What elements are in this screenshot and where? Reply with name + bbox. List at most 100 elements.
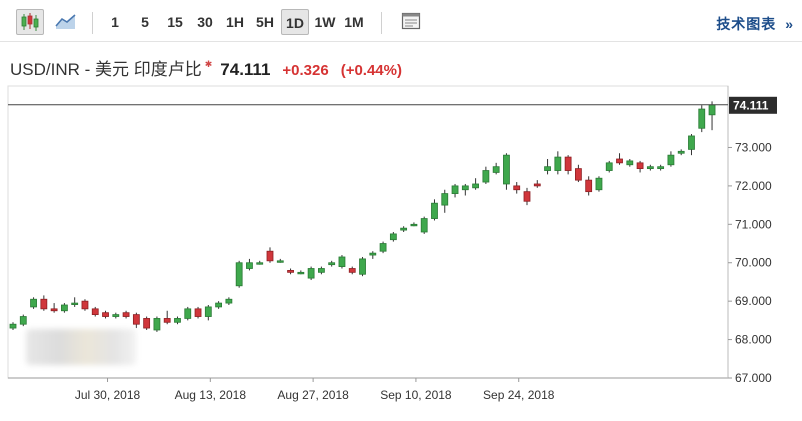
candle: [215, 302, 223, 308]
candle: [389, 233, 397, 241]
candle: [698, 108, 706, 129]
candle: [112, 314, 120, 317]
candle: [40, 298, 48, 310]
candle: [174, 318, 181, 323]
candle: [317, 268, 325, 273]
y-tick-label: 69.000: [735, 294, 772, 308]
star-icon: ✱: [204, 59, 213, 69]
candle: [605, 162, 613, 171]
candle: [359, 258, 366, 275]
candle: [194, 308, 202, 317]
candle: [533, 183, 541, 187]
candle: [472, 183, 480, 189]
y-tick-label: 72.000: [735, 179, 772, 193]
panel-icon[interactable]: [398, 9, 426, 35]
candle: [492, 166, 500, 173]
toolbar-divider: [381, 12, 382, 34]
interval-1m[interactable]: 1M: [344, 14, 364, 30]
chart-toolbar: 1 5 15 30 1H 5H 1D 1W 1M 技术图表 »: [0, 0, 802, 42]
candle: [256, 262, 264, 265]
candle: [554, 156, 562, 171]
interval-1h[interactable]: 1H: [226, 14, 244, 30]
candle: [348, 268, 356, 273]
candle: [225, 298, 233, 304]
last-price: 74.111: [220, 60, 271, 79]
candle: [657, 166, 665, 170]
quote-header: USD/INR - 美元 印度卢比 ✱ 74.111 +0.326 (+0.44%): [10, 55, 402, 81]
candle: [91, 308, 99, 316]
candle: [441, 193, 449, 206]
candle: [276, 260, 284, 263]
candle: [328, 262, 336, 266]
current-price-label: 74.111: [733, 98, 769, 112]
candle: [636, 162, 644, 170]
candle: [585, 179, 593, 193]
candle: [19, 316, 27, 325]
candle: [132, 314, 140, 325]
interval-15[interactable]: 15: [167, 14, 183, 30]
x-tick-label: Sep 24, 2018: [483, 388, 555, 402]
candle: [616, 158, 623, 164]
interval-5h[interactable]: 5H: [256, 14, 274, 30]
candle: [503, 154, 510, 185]
candle: [369, 252, 377, 256]
line-chart-icon[interactable]: [52, 9, 80, 35]
candle: [184, 308, 192, 319]
candle: [626, 160, 634, 166]
candle: [71, 302, 79, 305]
interval-30[interactable]: 30: [197, 14, 213, 30]
toolbar-divider: [92, 12, 93, 34]
double-chevron-right-icon: »: [785, 16, 794, 32]
x-tick-label: Aug 27, 2018: [277, 388, 349, 402]
candle: [307, 268, 315, 279]
candle: [30, 298, 37, 308]
tech-chart-label: 技术图表: [716, 16, 777, 32]
candle: [523, 191, 531, 202]
x-tick-label: Aug 13, 2018: [175, 388, 247, 402]
candle: [379, 243, 387, 252]
candle: [544, 166, 551, 171]
y-tick-label: 70.000: [735, 256, 772, 270]
candle: [153, 318, 161, 331]
candle: [564, 156, 572, 171]
candle: [287, 270, 294, 273]
instrument-name: USD/INR - 美元 印度卢比: [10, 60, 202, 79]
y-tick-label: 71.000: [735, 217, 772, 231]
candle: [646, 166, 654, 170]
y-tick-label: 68.000: [735, 333, 772, 347]
interval-5[interactable]: 5: [141, 14, 149, 30]
candle: [410, 223, 418, 227]
candle: [204, 306, 212, 317]
price-change-percent: (+0.44%): [340, 62, 402, 79]
candle: [246, 262, 253, 269]
candle: [708, 104, 716, 116]
candle: [575, 168, 582, 181]
candle: [677, 150, 685, 154]
candle: [667, 154, 675, 166]
candle: [400, 227, 408, 231]
candle: [143, 318, 151, 329]
tech-chart-link[interactable]: 技术图表 »: [716, 14, 794, 34]
candle: [431, 202, 438, 219]
candle: [688, 135, 695, 150]
candle: [266, 250, 274, 262]
y-tick-label: 73.000: [735, 140, 772, 154]
candle: [461, 185, 469, 191]
candle: [513, 185, 521, 191]
candle: [61, 304, 68, 312]
candle: [163, 318, 171, 323]
candle: [50, 308, 58, 312]
interval-1d[interactable]: 1D: [281, 9, 309, 35]
candle: [297, 271, 305, 275]
candle: [482, 170, 490, 183]
candle: [595, 177, 603, 191]
candle: [420, 218, 428, 233]
candlestick-icon[interactable]: [16, 9, 44, 35]
candle: [338, 256, 346, 267]
price-change: +0.326: [282, 62, 329, 79]
candle: [122, 312, 130, 317]
interval-1[interactable]: 1: [111, 14, 119, 30]
interval-1w[interactable]: 1W: [314, 14, 336, 30]
candle: [102, 312, 109, 317]
